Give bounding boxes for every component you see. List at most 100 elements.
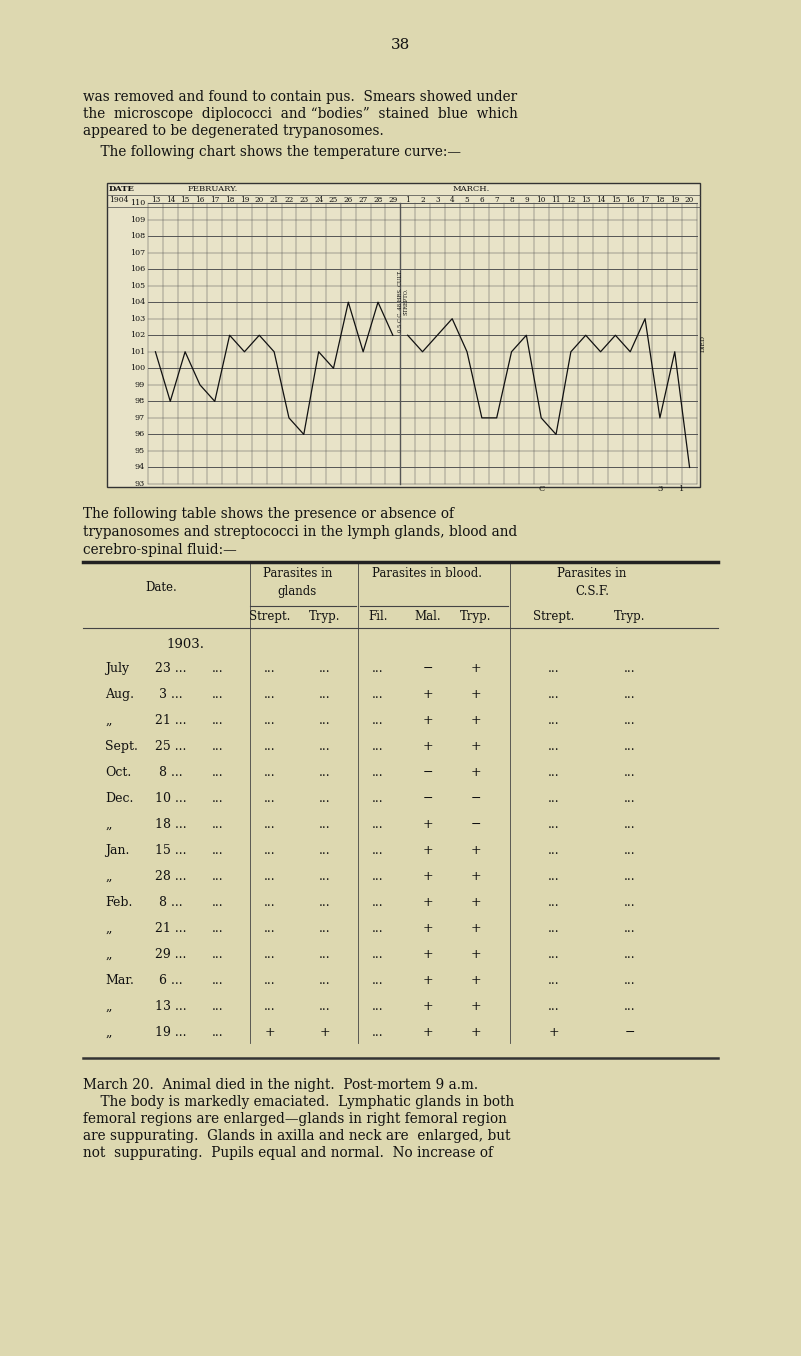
- Text: +: +: [471, 871, 481, 883]
- Text: ...: ...: [624, 792, 636, 805]
- Text: ...: ...: [212, 948, 223, 961]
- Text: 3: 3: [657, 485, 662, 494]
- Text: 3: 3: [435, 197, 440, 203]
- Text: 18 ...: 18 ...: [155, 818, 187, 831]
- Text: Jan.: Jan.: [105, 843, 130, 857]
- Text: 24: 24: [314, 197, 324, 203]
- Text: 21 ...: 21 ...: [155, 715, 187, 727]
- Text: ...: ...: [624, 740, 636, 753]
- Text: 23 ...: 23 ...: [155, 662, 187, 675]
- Text: +: +: [423, 974, 433, 987]
- Text: ...: ...: [624, 687, 636, 701]
- Text: Strept.: Strept.: [249, 610, 291, 622]
- Text: +: +: [471, 948, 481, 961]
- Text: 29: 29: [388, 197, 397, 203]
- Text: +: +: [423, 740, 433, 753]
- Text: 93: 93: [135, 480, 145, 488]
- Text: 11: 11: [551, 197, 561, 203]
- Text: 7: 7: [494, 197, 499, 203]
- Text: 21 ...: 21 ...: [155, 922, 187, 936]
- Text: „: „: [105, 818, 111, 831]
- Text: ...: ...: [264, 871, 276, 883]
- Text: 13: 13: [581, 197, 590, 203]
- Text: +: +: [264, 1026, 276, 1039]
- Text: 19: 19: [239, 197, 249, 203]
- Text: ...: ...: [319, 766, 331, 778]
- Text: −: −: [423, 662, 433, 675]
- Text: ...: ...: [212, 974, 223, 987]
- Text: 27: 27: [359, 197, 368, 203]
- Text: ...: ...: [264, 818, 276, 831]
- Text: ...: ...: [372, 818, 384, 831]
- Text: DATE: DATE: [109, 184, 135, 193]
- Text: +: +: [471, 662, 481, 675]
- Text: 96: 96: [135, 430, 145, 438]
- Text: 18: 18: [225, 197, 235, 203]
- Text: appeared to be degenerated trypanosomes.: appeared to be degenerated trypanosomes.: [83, 123, 384, 138]
- Text: ...: ...: [264, 999, 276, 1013]
- Text: not  suppurating.  Pupils equal and normal.  No increase of: not suppurating. Pupils equal and normal…: [83, 1146, 493, 1159]
- Text: +: +: [471, 999, 481, 1013]
- Text: ...: ...: [372, 999, 384, 1013]
- Text: ...: ...: [264, 662, 276, 675]
- Text: ...: ...: [548, 922, 560, 936]
- Text: +: +: [471, 766, 481, 778]
- Text: ...: ...: [624, 818, 636, 831]
- Text: ...: ...: [319, 740, 331, 753]
- Text: 19 ...: 19 ...: [155, 1026, 187, 1039]
- Text: ...: ...: [264, 948, 276, 961]
- Text: 1: 1: [405, 197, 410, 203]
- Text: 108: 108: [130, 232, 145, 240]
- Text: „: „: [105, 922, 111, 936]
- Text: +: +: [423, 1026, 433, 1039]
- Text: +: +: [423, 818, 433, 831]
- Text: ...: ...: [372, 740, 384, 753]
- Text: ...: ...: [212, 662, 223, 675]
- Text: +: +: [423, 687, 433, 701]
- Text: ...: ...: [624, 974, 636, 987]
- Text: ...: ...: [372, 896, 384, 909]
- Text: 110: 110: [130, 199, 145, 207]
- Text: ...: ...: [212, 792, 223, 805]
- Text: The body is markedly emaciated.  Lymphatic glands in both: The body is markedly emaciated. Lymphati…: [83, 1096, 514, 1109]
- Text: ...: ...: [548, 896, 560, 909]
- Text: ...: ...: [372, 843, 384, 857]
- Text: +: +: [320, 1026, 330, 1039]
- Text: The following chart shows the temperature curve:—: The following chart shows the temperatur…: [83, 145, 461, 159]
- Text: −: −: [625, 1026, 635, 1039]
- Text: ...: ...: [319, 715, 331, 727]
- Text: ...: ...: [264, 896, 276, 909]
- Text: ...: ...: [372, 792, 384, 805]
- Text: ...: ...: [264, 843, 276, 857]
- Text: 16: 16: [195, 197, 204, 203]
- Text: ...: ...: [319, 792, 331, 805]
- Text: ...: ...: [548, 740, 560, 753]
- Text: Parasites in blood.: Parasites in blood.: [372, 567, 482, 580]
- Text: Tryp.: Tryp.: [309, 610, 340, 622]
- Text: −: −: [423, 766, 433, 778]
- Text: Tryp.: Tryp.: [614, 610, 646, 622]
- Text: ...: ...: [212, 766, 223, 778]
- Text: ...: ...: [212, 818, 223, 831]
- Text: Mal.: Mal.: [415, 610, 441, 622]
- Text: FEBRUARY.: FEBRUARY.: [188, 184, 238, 193]
- Text: 95: 95: [135, 447, 145, 456]
- Text: 0.5 C.C. 48 HRS. CULT.
STREPTO.: 0.5 C.C. 48 HRS. CULT. STREPTO.: [398, 270, 409, 332]
- Text: Feb.: Feb.: [105, 896, 132, 909]
- Text: +: +: [471, 687, 481, 701]
- Text: ...: ...: [212, 871, 223, 883]
- Text: ...: ...: [548, 792, 560, 805]
- Text: 101: 101: [130, 347, 145, 355]
- Text: ...: ...: [319, 687, 331, 701]
- Text: +: +: [423, 896, 433, 909]
- Text: ...: ...: [372, 948, 384, 961]
- Text: 20: 20: [255, 197, 264, 203]
- Text: ...: ...: [372, 922, 384, 936]
- Text: 100: 100: [130, 365, 145, 373]
- Text: ...: ...: [264, 740, 276, 753]
- Text: Tryp.: Tryp.: [461, 610, 492, 622]
- Text: ...: ...: [212, 843, 223, 857]
- Text: ...: ...: [624, 662, 636, 675]
- Text: DIED: DIED: [701, 335, 706, 353]
- Text: 103: 103: [130, 315, 145, 323]
